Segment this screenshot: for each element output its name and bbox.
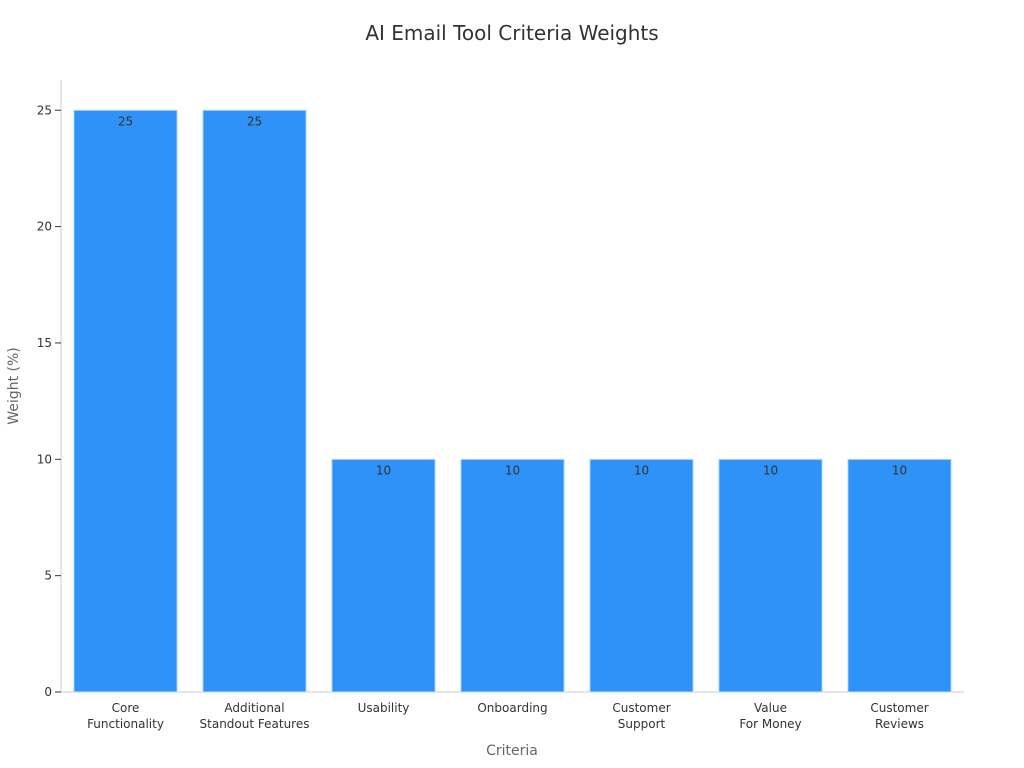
- x-tick-label: Onboarding: [477, 701, 547, 715]
- bar: [202, 109, 307, 693]
- y-tick-label: 25: [37, 103, 52, 117]
- x-tick-label: Usability: [358, 701, 410, 715]
- x-tick-label: Functionality: [87, 717, 164, 731]
- bar: [73, 109, 178, 693]
- bars-group: [73, 109, 952, 693]
- bar: [589, 458, 694, 693]
- x-tick-label: Reviews: [875, 717, 924, 731]
- y-tick-label: 5: [44, 569, 52, 583]
- x-axis-label: Criteria: [486, 743, 538, 759]
- data-label: 10: [505, 463, 520, 477]
- x-tick-labels: Core Functionality Additional Standout Feat…: [87, 701, 929, 731]
- y-tick-label: 10: [37, 452, 52, 466]
- data-label: 10: [763, 463, 778, 477]
- bar: [331, 458, 436, 693]
- data-label: 10: [892, 463, 907, 477]
- data-label: 25: [118, 114, 133, 128]
- y-tick-label: 20: [37, 220, 52, 234]
- x-tick-label: Support: [618, 717, 666, 731]
- data-labels: 25 25 10 10 10 10 10: [118, 114, 907, 477]
- x-tick-label: Value: [754, 701, 787, 715]
- y-tick-label: 0: [44, 685, 52, 699]
- bar: [847, 458, 952, 693]
- x-tick-label: Core: [112, 701, 140, 715]
- y-axis: 0 5 10 15 20 25: [37, 80, 62, 699]
- x-tick-label: Additional: [224, 701, 284, 715]
- chart-title: AI Email Tool Criteria Weights: [365, 21, 658, 45]
- x-tick-label: Customer: [612, 701, 670, 715]
- x-tick-label: Standout Features: [200, 717, 310, 731]
- bar: [718, 458, 823, 693]
- y-tick-label: 15: [37, 336, 52, 350]
- data-label: 25: [247, 114, 262, 128]
- y-axis-label: Weight (%): [6, 347, 22, 424]
- x-tick-label: For Money: [739, 717, 801, 731]
- x-tick-label: Customer: [870, 701, 928, 715]
- data-label: 10: [634, 463, 649, 477]
- data-label: 10: [376, 463, 391, 477]
- bar: [460, 458, 565, 693]
